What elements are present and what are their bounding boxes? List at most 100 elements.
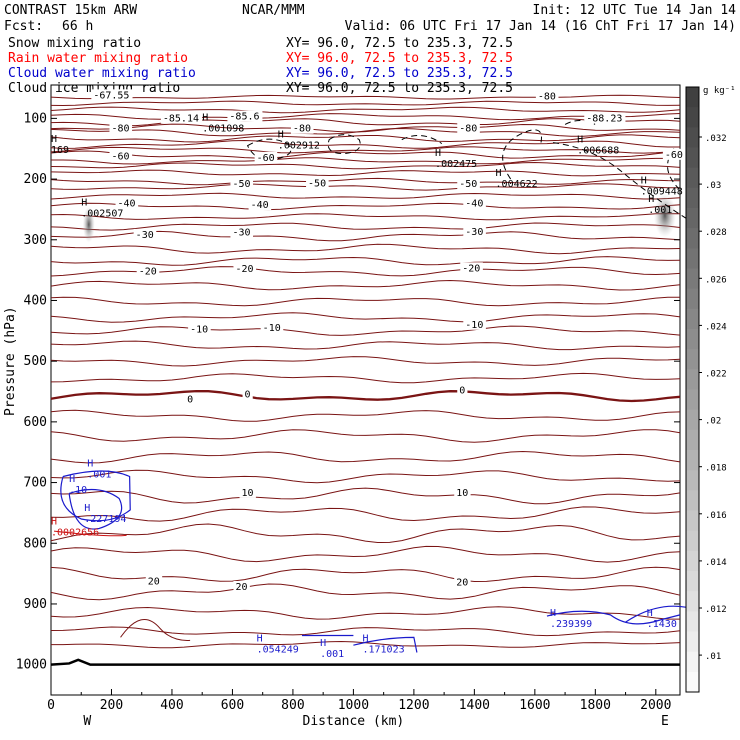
colorbar-swatch — [686, 490, 699, 511]
colorbar-swatch — [686, 571, 699, 592]
temperature-contours — [50, 94, 681, 666]
legend-entry-name: Cloud water mixing ratio — [8, 66, 196, 81]
maximum-marker: H — [202, 113, 208, 124]
temperature-contour — [50, 279, 681, 291]
colorbar-swatch — [686, 127, 699, 148]
legend-entry-xy: XY= 96.0, 72.5 to 235.3, 72.5 — [286, 51, 513, 66]
colorbar-swatch — [686, 470, 699, 491]
temperature-contour — [50, 243, 681, 255]
contour-label-bg — [242, 388, 253, 400]
colorbar-swatch — [686, 550, 699, 572]
temperature-contour — [50, 356, 681, 367]
contour-label: 0 — [187, 394, 193, 405]
maximum-marker: H — [87, 459, 93, 470]
colorbar-tick-label: .022 — [705, 370, 727, 380]
colorbar-tick-label: .016 — [705, 511, 727, 521]
temperature-contour — [50, 566, 681, 583]
contour-label: -80 — [111, 124, 129, 135]
maximum-marker: H — [51, 516, 57, 527]
colorbar-swatch — [686, 208, 699, 229]
x-tick-label: 1800 — [580, 698, 611, 713]
colorbar-swatch — [686, 369, 699, 390]
maximum-label: .009448 — [641, 186, 683, 197]
temperature-contour — [50, 545, 681, 563]
maximum-marker: H — [81, 198, 87, 209]
maximum-label: .002507 — [81, 209, 123, 220]
contour-label-bg — [584, 112, 626, 124]
x-tick-label: 400 — [160, 698, 183, 713]
contour-label-bg — [454, 486, 471, 498]
x-tick-label: 600 — [221, 698, 244, 713]
contour-label-bg — [188, 323, 211, 335]
contour-label: 0 — [459, 385, 465, 396]
temperature-contour — [50, 202, 681, 211]
axes: 0 200 400 600 800 1000 1200 1400 1600 1800 2000100… — [3, 111, 680, 729]
contour-label: -40 — [118, 198, 136, 209]
temperature-contour — [50, 312, 681, 323]
temperature-contour — [50, 583, 681, 601]
contour-label-bg — [136, 265, 160, 277]
contour-label-bg — [535, 90, 559, 102]
contour-label-bg — [185, 393, 196, 405]
contour-label-bg — [463, 225, 486, 237]
surface-line — [50, 658, 680, 666]
maximum-marker: H — [51, 134, 57, 145]
snow-shade-blob-west — [82, 206, 95, 243]
contour-label-bg — [230, 177, 254, 189]
colorbar-tick-label: .018 — [705, 464, 727, 474]
colorbar-tick-label: .024 — [705, 322, 727, 332]
colorbar-swatch — [686, 349, 699, 370]
temperature-contour — [50, 146, 681, 154]
temperature-contour — [50, 118, 681, 127]
contour-label: 10 — [456, 488, 468, 499]
contour-label-bg — [115, 197, 139, 209]
maximum-label: .227194 — [84, 514, 126, 525]
init-time: Init: 12 UTC Tue 14 Jan 14 — [533, 3, 737, 18]
colorbar-swatch — [686, 409, 699, 431]
contour-label: -80 — [293, 124, 311, 135]
contour-label: -10 — [263, 323, 281, 334]
y-tick-label: 300 — [24, 233, 47, 248]
maximum-marker: H — [577, 135, 583, 146]
x-tick-label: 800 — [281, 698, 304, 713]
header: CONTRAST 15km ARW NCAR/MMM Init: 12 UTC Tu… — [4, 3, 736, 34]
plot-frame — [50, 84, 681, 696]
temperature-contour — [50, 450, 681, 464]
colorbar-swatch — [686, 651, 699, 673]
temperature-contour — [50, 177, 681, 186]
temperature-contour — [50, 183, 680, 191]
contour-label-bg — [109, 150, 133, 162]
contour-label: -60 — [257, 153, 275, 164]
y-tick-label: 400 — [24, 293, 47, 308]
contour-label: 20 — [456, 578, 468, 589]
colorbar-swatch — [686, 530, 699, 552]
temperature-contour — [50, 150, 681, 159]
contour-label: -30 — [232, 228, 250, 239]
temperature-contour — [50, 606, 680, 620]
contour-label-bg — [248, 199, 272, 211]
contour-label: -20 — [462, 263, 480, 274]
contour-label: -20 — [235, 264, 253, 275]
maximum-label: .1430 — [647, 619, 677, 630]
contour-label: 20 — [235, 582, 247, 593]
temperature-contour — [51, 157, 681, 165]
contour-label: 0 — [245, 390, 251, 401]
temperature-contour — [50, 487, 681, 505]
x-tick-label: 1400 — [459, 698, 490, 713]
contour-label-bg — [260, 321, 284, 333]
center-name: NCAR/MMM — [242, 3, 305, 18]
maximum-label: .004622 — [496, 179, 538, 190]
contour-label: -30 — [465, 227, 483, 238]
y-tick-label: 700 — [24, 476, 47, 491]
maximum-marker: H — [648, 194, 654, 205]
contour-label-bg — [239, 486, 256, 498]
mixing-ratio-contours — [53, 119, 694, 653]
colorbar-unit: g kg⁻¹ — [703, 86, 736, 96]
colorbar-swatch — [686, 329, 699, 350]
y-tick-label: 100 — [24, 111, 47, 126]
cloud-water-contour — [625, 605, 686, 623]
maximum-label: .006688 — [577, 146, 619, 157]
temperature-contour — [50, 192, 681, 200]
contour-label-bg — [662, 148, 686, 160]
west-endpoint: W — [83, 714, 91, 729]
